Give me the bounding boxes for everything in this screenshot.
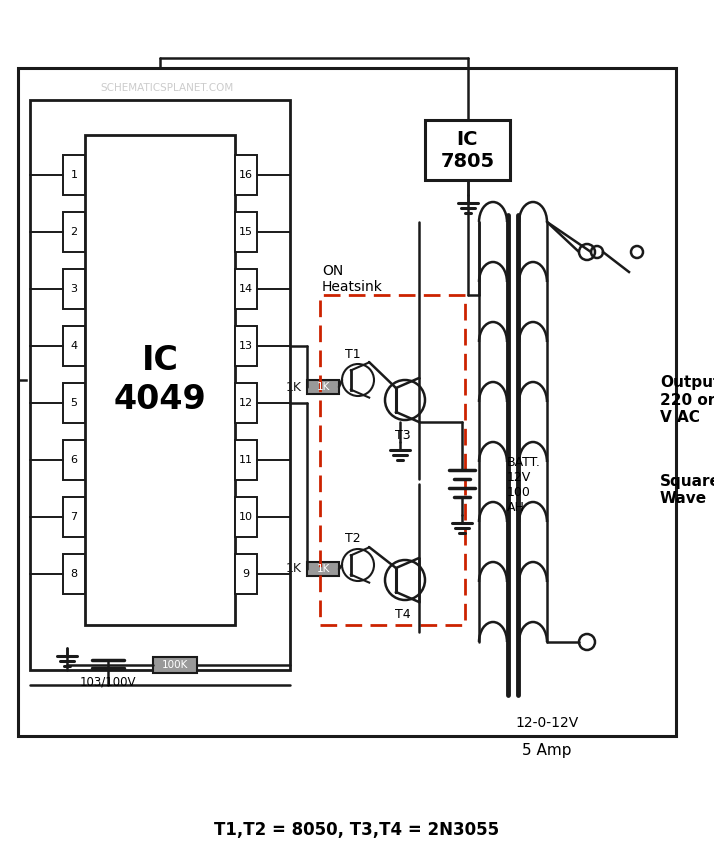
Bar [30, 100, 290, 670]
Bar [63, 440, 85, 480]
Text: IC
4049: IC 4049 [114, 344, 206, 416]
Text: T1: T1 [345, 348, 361, 360]
Bar [235, 326, 257, 366]
Bar [235, 440, 257, 480]
Text: Output
220 or 120
V AC: Output 220 or 120 V AC [660, 375, 714, 425]
Bar [307, 380, 339, 394]
Bar [235, 383, 257, 423]
Bar [235, 269, 257, 309]
Bar [320, 295, 465, 625]
Text: SCHEMATICSPLANET.COM: SCHEMATICSPLANET.COM [100, 83, 233, 93]
Text: 7: 7 [71, 512, 78, 522]
Text: 13: 13 [239, 341, 253, 351]
Text: 1: 1 [71, 170, 78, 180]
Text: 8: 8 [71, 569, 78, 579]
Text: 1K: 1K [316, 564, 330, 574]
Bar [307, 562, 339, 576]
Text: 5 Amp: 5 Amp [522, 743, 572, 757]
Text: IC
7805: IC 7805 [441, 129, 495, 171]
Text: BATT.
12V
100
AH: BATT. 12V 100 AH [507, 456, 541, 514]
Text: 15: 15 [239, 227, 253, 237]
Text: 16: 16 [239, 170, 253, 180]
Bar [63, 326, 85, 366]
Bar [235, 554, 257, 594]
Bar [63, 554, 85, 594]
Text: 11: 11 [239, 455, 253, 465]
Bar [235, 155, 257, 195]
Text: 10: 10 [239, 512, 253, 522]
Text: 12-0-12V: 12-0-12V [516, 716, 578, 730]
Text: 103/100V: 103/100V [80, 676, 136, 688]
Text: 12: 12 [239, 398, 253, 408]
Bar [63, 269, 85, 309]
Text: 9: 9 [243, 569, 250, 579]
Text: T2: T2 [345, 532, 361, 546]
Text: 3: 3 [71, 284, 78, 294]
Text: 1K: 1K [286, 381, 302, 394]
Bar [153, 657, 197, 673]
Bar [235, 212, 257, 252]
Text: 100K: 100K [162, 660, 188, 670]
Text: 14: 14 [239, 284, 253, 294]
Bar [63, 155, 85, 195]
Text: Square
Wave: Square Wave [660, 473, 714, 507]
Text: ON
Heatsink: ON Heatsink [322, 264, 383, 294]
Text: 5: 5 [71, 398, 78, 408]
Bar [63, 497, 85, 537]
Text: T1,T2 = 8050, T3,T4 = 2N3055: T1,T2 = 8050, T3,T4 = 2N3055 [214, 821, 500, 839]
Text: 6: 6 [71, 455, 78, 465]
Text: 1K: 1K [316, 382, 330, 392]
Text: 2: 2 [71, 227, 78, 237]
Bar [63, 212, 85, 252]
Text: 4: 4 [71, 341, 78, 351]
Text: T4: T4 [395, 609, 411, 621]
Bar [18, 68, 676, 736]
Text: 1K: 1K [286, 563, 302, 575]
Bar [63, 383, 85, 423]
Bar [85, 135, 235, 625]
Text: T3: T3 [395, 428, 411, 441]
Bar [235, 497, 257, 537]
Bar [425, 120, 510, 180]
